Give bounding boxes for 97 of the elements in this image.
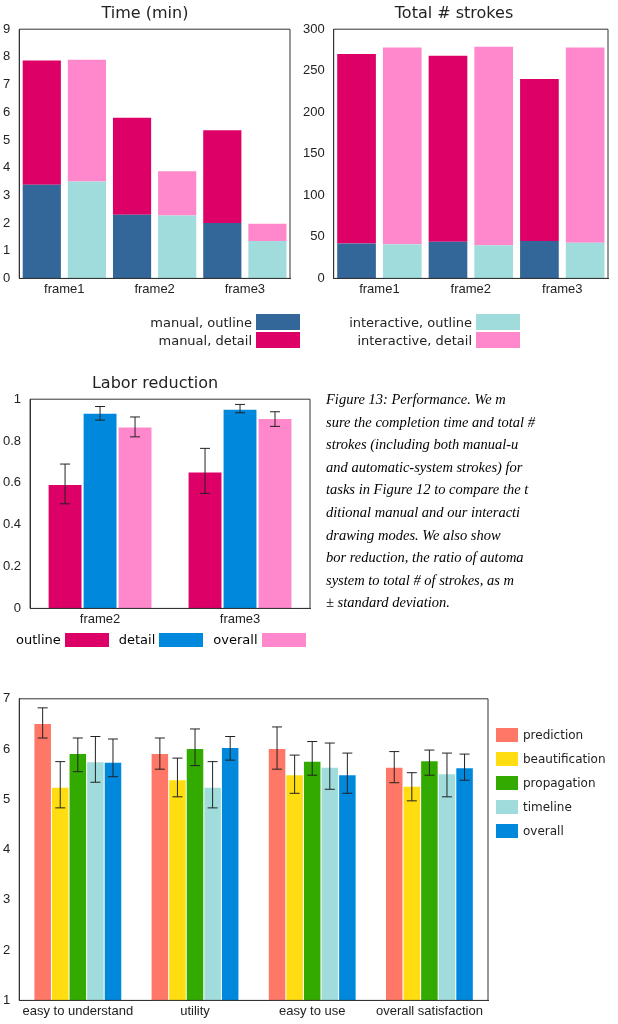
bar (337, 54, 376, 244)
y-tick-label: 0.2 (2, 558, 22, 574)
y-tick-label: 3 (3, 891, 11, 907)
legend-label: timeline (523, 800, 572, 814)
x-tick-label: easy to use (278, 1002, 346, 1018)
legend-label: outline (16, 632, 61, 647)
y-tick-label: 1 (3, 242, 11, 258)
y-tick-label: 200 (302, 103, 325, 119)
x-tick-label: easy to understand (22, 1002, 134, 1018)
text: ditional manual and our interacti (326, 502, 522, 522)
y-tick-label: 0.6 (2, 474, 22, 490)
y-tick-label: 6 (3, 103, 11, 119)
bar (337, 243, 376, 279)
y-tick-label: 100 (302, 186, 325, 202)
bar (67, 59, 107, 182)
y-tick-label: 0 (3, 269, 11, 285)
y-tick-label: 1 (3, 991, 11, 1007)
y-tick-label: 3 (3, 186, 11, 202)
bar (474, 245, 514, 279)
legend-label: interactive, detail (357, 332, 472, 348)
bar (203, 130, 242, 224)
bar (382, 47, 422, 245)
bar (112, 214, 152, 279)
bar (258, 419, 292, 609)
bar (248, 241, 287, 279)
legend-label: overall (523, 824, 564, 838)
bar (428, 55, 468, 242)
y-tick-label: 300 (302, 20, 325, 36)
bar (83, 413, 117, 609)
x-tick-label: frame2 (450, 280, 492, 296)
y-tick-label: 1 (13, 390, 22, 406)
y-tick-label: 9 (3, 20, 11, 36)
y-tick-label: 2 (3, 941, 11, 957)
y-tick-label: 0 (317, 269, 325, 285)
y-tick-label: 4 (3, 159, 11, 175)
x-tick-label: overall satisfaction (375, 1002, 483, 1018)
bar (188, 472, 222, 609)
bar (474, 46, 514, 246)
text: system to total # of strokes, as m (326, 570, 515, 590)
text: ± standard deviation. (326, 593, 451, 613)
y-tick-label: 5 (3, 131, 11, 147)
bar (520, 79, 559, 242)
text: and automatic-system strokes) for (326, 457, 524, 477)
bar (22, 60, 61, 185)
bar (248, 223, 287, 242)
x-tick-label: frame2 (134, 280, 175, 296)
chart-title: Time (min) (100, 2, 189, 22)
legend-label: prediction (523, 728, 584, 742)
y-tick-label: 6 (3, 740, 11, 756)
y-tick-label: 4 (3, 841, 11, 857)
y-tick-label: 2 (3, 214, 11, 230)
legend-label: manual, outline (150, 314, 252, 330)
bar (118, 427, 152, 609)
x-tick-label: frame3 (219, 610, 261, 626)
y-tick-label: 0 (13, 599, 22, 615)
y-tick-label: 7 (3, 76, 11, 92)
y-tick-label: 8 (3, 48, 11, 64)
x-tick-label: frame1 (359, 280, 400, 296)
caption: Figure 13: Performance. We m (326, 390, 507, 409)
y-tick-label: 5 (3, 790, 11, 806)
legend-label: manual, detail (158, 332, 252, 348)
bar (158, 171, 197, 216)
bar (112, 117, 152, 215)
bar (67, 181, 107, 279)
x-tick-label: frame2 (79, 610, 121, 626)
y-tick-label: 0.8 (2, 432, 22, 448)
y-tick-label: 50 (310, 228, 325, 244)
y-tick-label: 0.4 (2, 516, 22, 532)
bar (22, 184, 61, 279)
bar (203, 223, 242, 279)
x-tick-label: utility (180, 1002, 211, 1018)
y-tick-label: 150 (302, 145, 325, 161)
text: tasks in Figure 12 to compare the t (326, 480, 530, 500)
bar (382, 244, 422, 279)
bar (223, 409, 257, 609)
legend-label: detail (118, 632, 156, 647)
chart-title: Total # strokes (393, 2, 514, 22)
bar (565, 242, 605, 279)
legend-label: interactive, outline (349, 314, 472, 330)
x-tick-label: frame1 (44, 280, 85, 296)
bar (428, 241, 468, 279)
chart-title: Labor reduction (91, 372, 219, 392)
text: strokes (including both manual-u (326, 435, 520, 455)
bar (158, 215, 197, 279)
text: sure the completion time and total # (326, 412, 536, 432)
bar (48, 484, 82, 609)
y-tick-label: 250 (302, 62, 325, 78)
legend-label: beautification (523, 752, 606, 766)
y-tick-label: 7 (3, 690, 11, 706)
x-tick-label: frame3 (224, 280, 266, 296)
text: drawing modes. We also show (326, 525, 502, 545)
legend-label: propagation (523, 776, 596, 790)
x-tick-label: frame3 (542, 280, 583, 296)
legend-label: overall (213, 632, 258, 647)
bar (520, 241, 559, 279)
text: bor reduction, the ratio of automa (326, 548, 525, 568)
bar (565, 47, 605, 243)
